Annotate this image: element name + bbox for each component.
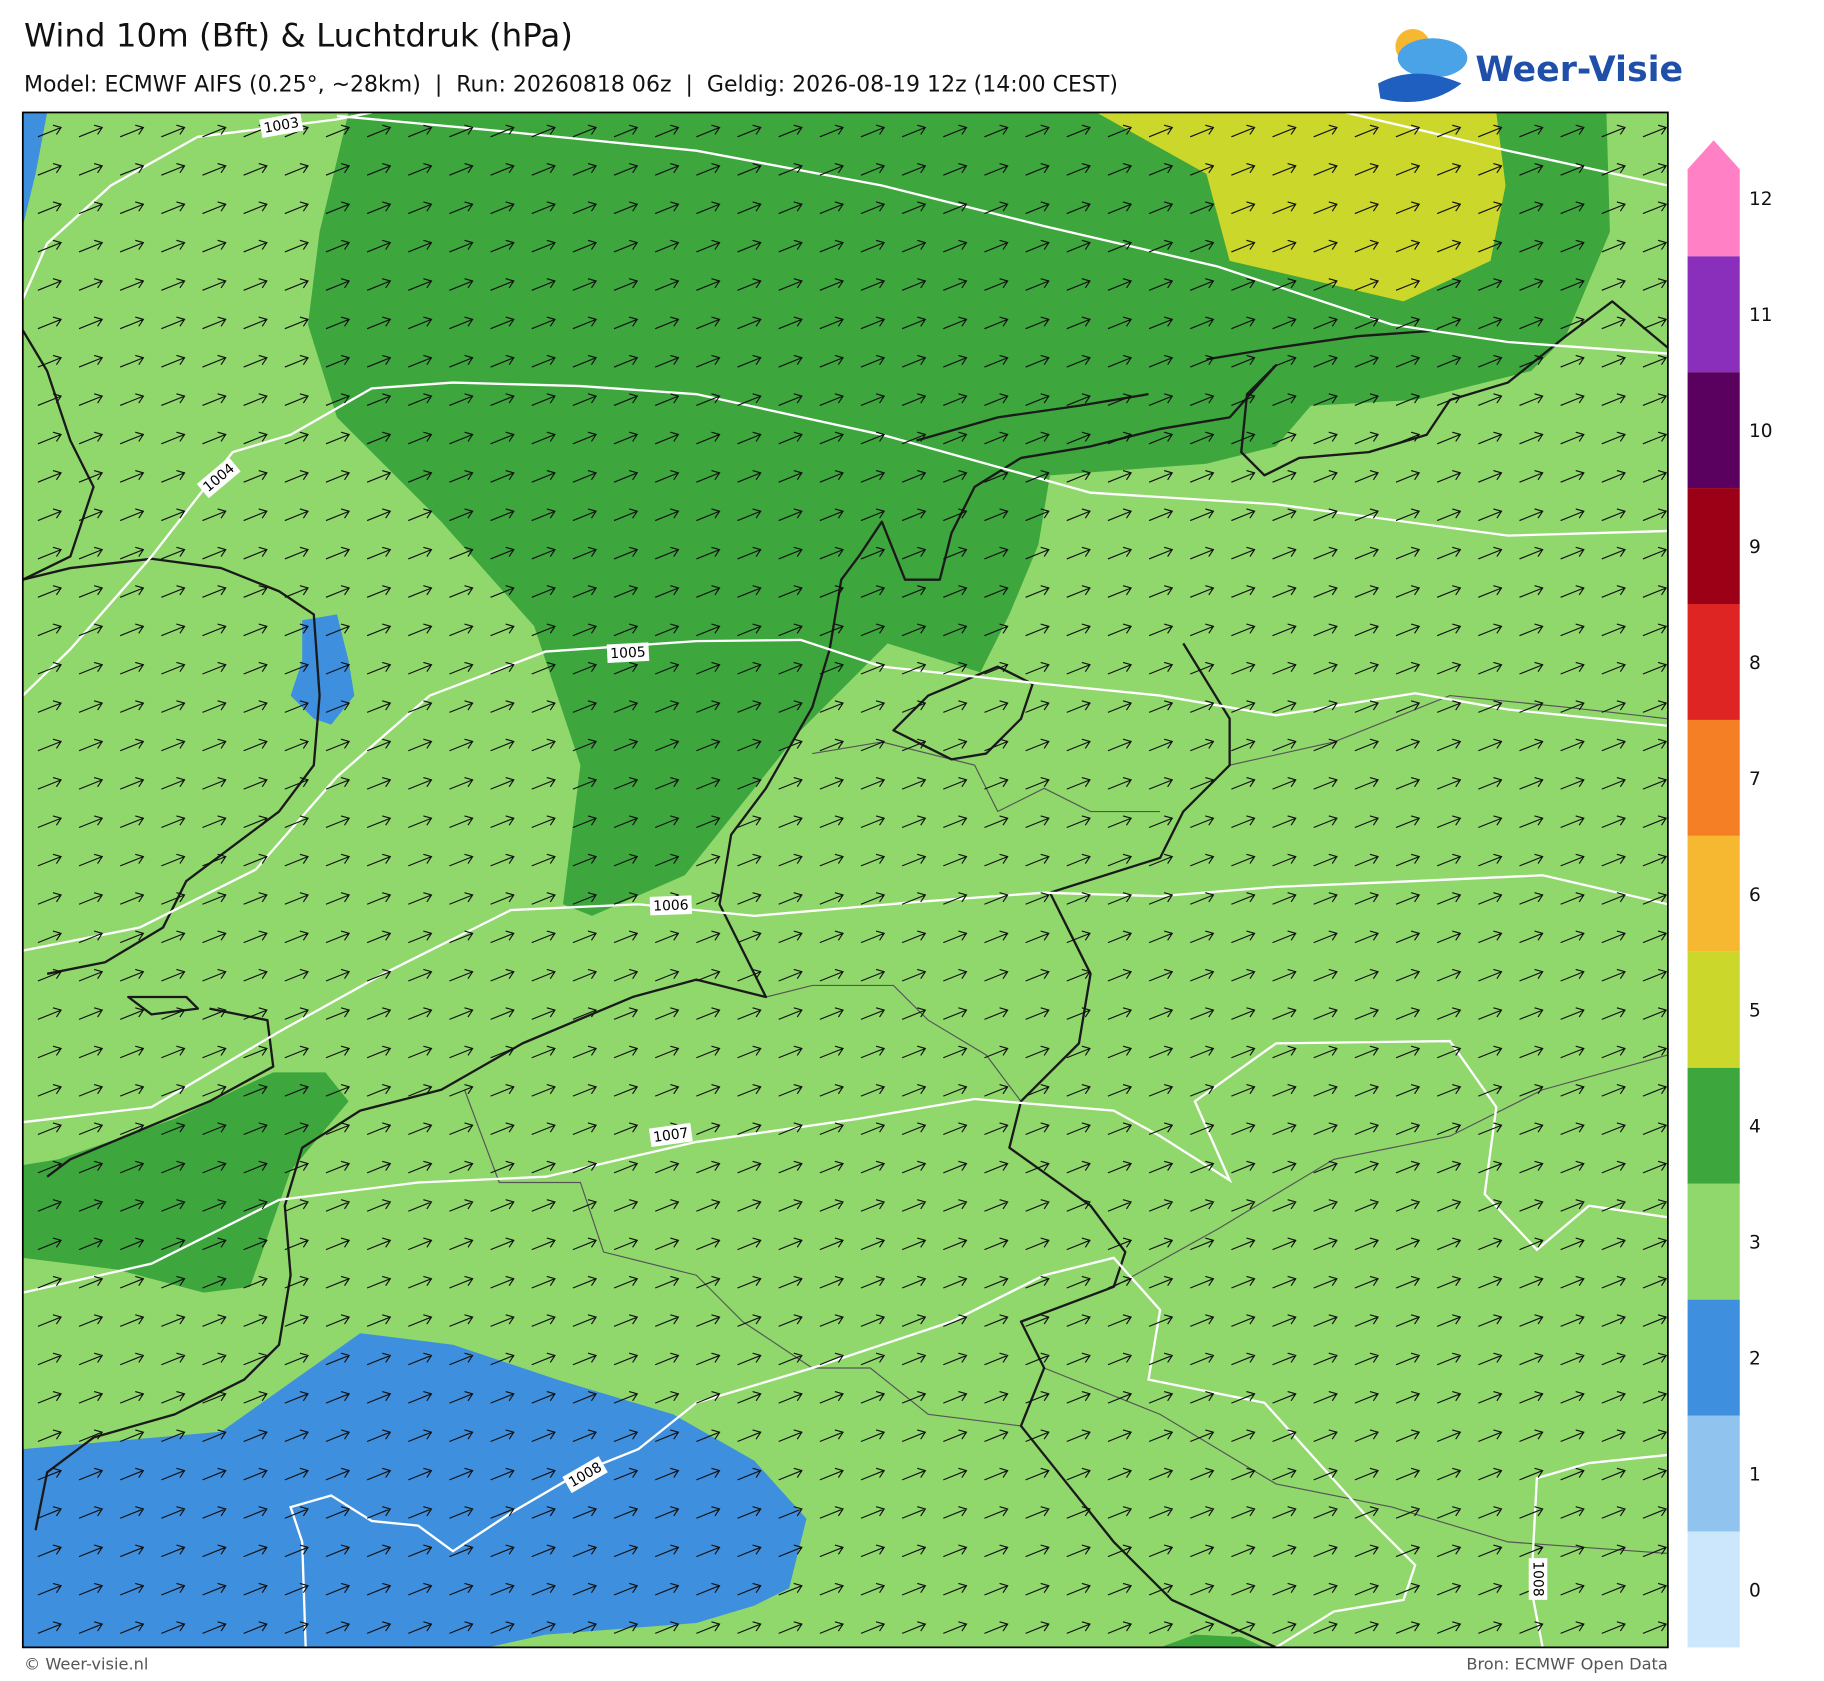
- isobar-value: 1008: [1529, 1561, 1545, 1596]
- colorbar-segment: [1687, 835, 1740, 952]
- colorbar-segment: [1687, 1415, 1740, 1532]
- colorbar-label: 8: [1749, 653, 1761, 674]
- colorbar-label: 3: [1749, 1233, 1761, 1254]
- colorbar-label: 5: [1749, 1001, 1761, 1022]
- colorbar-segment: [1687, 488, 1740, 605]
- colorbar-label: 12: [1749, 189, 1773, 210]
- isobar-label: 1005: [606, 642, 650, 664]
- footer-right: Bron: ECMWF Open Data: [1466, 1654, 1668, 1673]
- colorbar-segment: [1687, 1183, 1740, 1300]
- logo-text: Weer-Visie: [1475, 50, 1683, 90]
- colorbar-label: 10: [1749, 421, 1773, 442]
- title: Wind 10m (Bft) & Luchtdruk (hPa): [24, 16, 573, 54]
- colorbar-label: 6: [1749, 885, 1761, 906]
- borders: [463, 694, 1668, 1555]
- colorbar-label: 7: [1749, 769, 1761, 790]
- label-box: [606, 642, 650, 664]
- isobars: [22, 112, 1668, 1648]
- isobar-value: 1003: [263, 115, 301, 137]
- colorbar-label: 0: [1749, 1580, 1761, 1601]
- isobar-value: 1007: [652, 1125, 689, 1146]
- colorbar-segment: [1687, 1067, 1740, 1184]
- colorbar-segment: [1687, 1299, 1740, 1416]
- footer-left: © Weer-visie.nl: [24, 1654, 148, 1673]
- colorbar-segment: [1687, 372, 1740, 489]
- label-box: [259, 112, 304, 138]
- colorbar-segment: [1687, 256, 1740, 373]
- subtitle: Model: ECMWF AIFS (0.25°, ~28km) | Run: …: [24, 73, 1118, 98]
- logo: Weer-Visie: [1378, 28, 1683, 103]
- label-box: [562, 1456, 608, 1494]
- isobar-value: 1005: [610, 644, 646, 662]
- colorbar-segment: [1687, 719, 1740, 836]
- wind-arrows: [37, 124, 1668, 1634]
- colorbar-segment: [1687, 604, 1740, 720]
- colorbar-segment: [1687, 1531, 1740, 1648]
- isobar-value: 1006: [653, 897, 689, 914]
- colorbar-label: 2: [1749, 1349, 1761, 1370]
- isobar-label: 1008: [1528, 1558, 1548, 1600]
- colorbar-label: 9: [1749, 537, 1761, 558]
- colorbar-label: 1: [1749, 1464, 1761, 1485]
- isobar-label: 1007: [648, 1122, 693, 1148]
- isobar-label: 1003: [259, 112, 304, 138]
- colorbar-segment: [1687, 951, 1740, 1068]
- coastlines: [22, 300, 1668, 1648]
- label-box: [649, 895, 693, 916]
- arrow-field: [37, 124, 1668, 1634]
- colorbar-segment: [1687, 140, 1740, 257]
- colorbar-label: 4: [1749, 1117, 1761, 1138]
- label-box: [648, 1122, 693, 1148]
- label-box: [1528, 1558, 1548, 1600]
- isobar-label: 1006: [649, 895, 693, 916]
- label-box: [196, 457, 241, 499]
- colorbar-label: 11: [1749, 305, 1773, 326]
